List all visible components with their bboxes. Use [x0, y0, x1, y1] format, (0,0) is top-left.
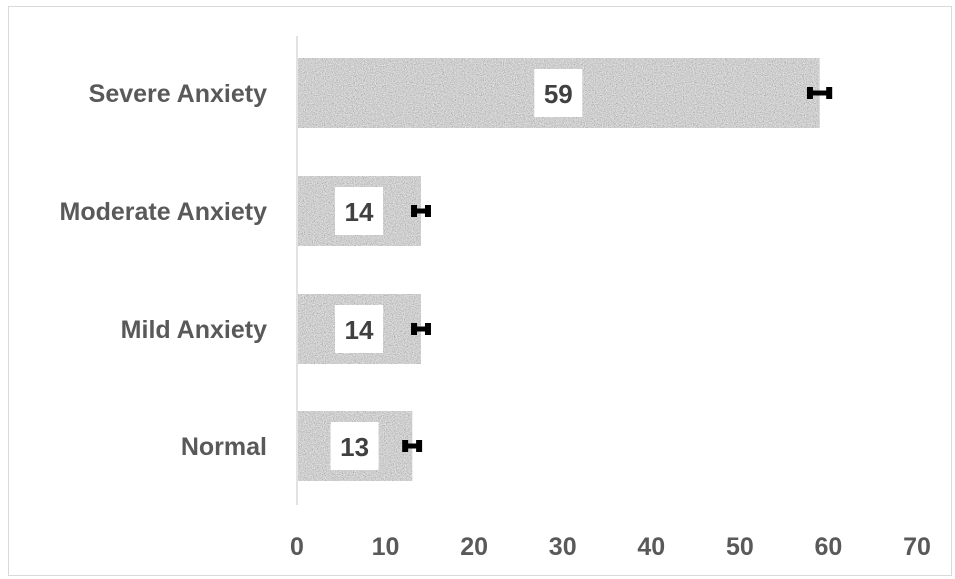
- svg-text:59: 59: [544, 79, 573, 109]
- error-bar: [402, 440, 423, 452]
- svg-text:14: 14: [345, 315, 374, 345]
- data-label: 59: [534, 69, 583, 117]
- error-bar: [411, 205, 431, 217]
- x-tick-label: 40: [637, 533, 665, 561]
- category-label: Mild Anxiety: [121, 316, 267, 344]
- x-tick-label: 60: [815, 533, 843, 561]
- data-label: 14: [335, 187, 383, 235]
- category-label: Moderate Anxiety: [60, 198, 268, 226]
- x-tick-label: 0: [290, 533, 304, 561]
- svg-text:13: 13: [340, 432, 369, 462]
- svg-text:14: 14: [345, 197, 374, 227]
- error-bar: [411, 323, 431, 335]
- x-tick-label: 30: [549, 533, 577, 561]
- x-tick-label: 10: [372, 533, 400, 561]
- data-label: 14: [335, 305, 383, 353]
- category-label: Severe Anxiety: [89, 80, 267, 108]
- error-bar: [806, 87, 833, 99]
- x-tick-label: 70: [903, 533, 931, 561]
- x-tick-label: 50: [726, 533, 754, 561]
- data-label: 13: [330, 422, 379, 470]
- category-label: Normal: [181, 433, 267, 461]
- x-tick-label: 20: [460, 533, 488, 561]
